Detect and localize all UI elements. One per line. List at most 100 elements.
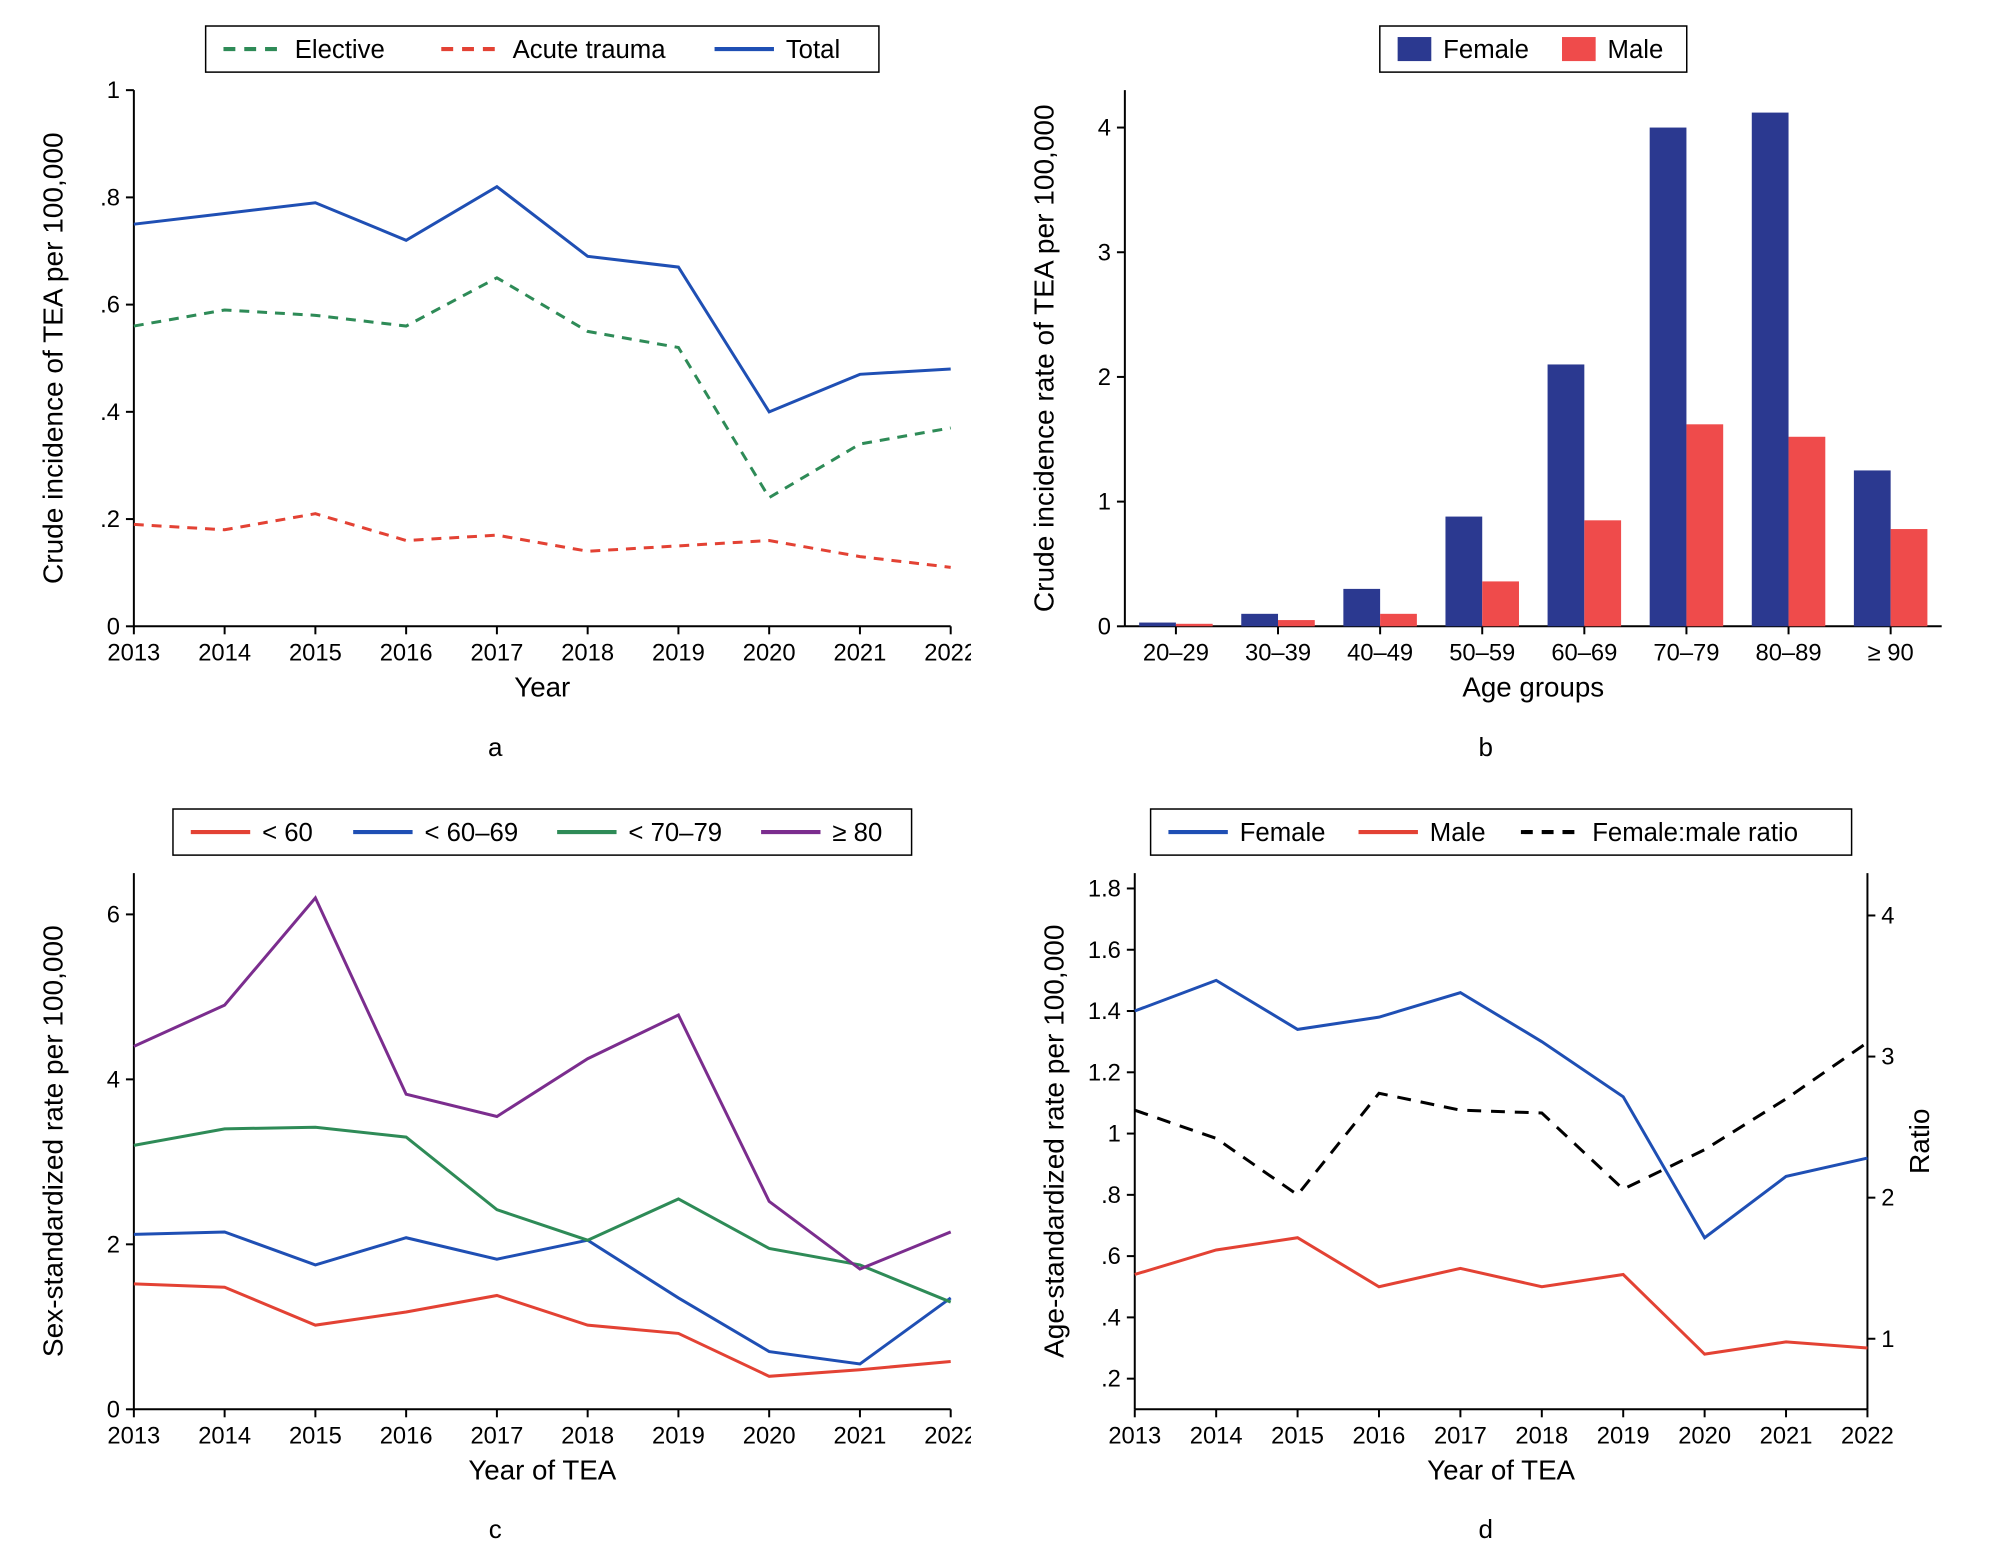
svg-text:2013: 2013 xyxy=(1108,1422,1161,1449)
svg-text:2018: 2018 xyxy=(1515,1422,1568,1449)
svg-text:.2: .2 xyxy=(100,506,120,533)
svg-text:2017: 2017 xyxy=(1433,1422,1486,1449)
panel-c: < 60 < 60–69 < 70–79 ≥ 80 0 2 4 6 Sex-standardiz… xyxy=(20,803,971,1546)
svg-text:2016: 2016 xyxy=(1352,1422,1405,1449)
panel-a: Elective Acute trauma Total 0 .2 .4 .6 .8 1 Crude… xyxy=(20,20,971,763)
svg-text:Elective: Elective xyxy=(295,36,385,64)
panel-a-chart: Elective Acute trauma Total 0 .2 .4 .6 .8 1 Crude… xyxy=(20,20,971,722)
svg-text:Ratio: Ratio xyxy=(1903,1108,1934,1173)
svg-text:Male: Male xyxy=(1429,818,1485,846)
svg-text:0: 0 xyxy=(107,613,120,640)
svg-text:.8: .8 xyxy=(1101,1181,1121,1208)
svg-text:Male: Male xyxy=(1607,36,1663,64)
svg-text:20–29: 20–29 xyxy=(1142,639,1208,666)
svg-text:1.6: 1.6 xyxy=(1087,936,1120,963)
panel-b-sublabel: b xyxy=(1011,722,1962,763)
svg-text:2021: 2021 xyxy=(834,639,887,666)
svg-text:4: 4 xyxy=(1881,902,1894,929)
svg-text:0: 0 xyxy=(107,1396,120,1423)
svg-text:.8: .8 xyxy=(100,184,120,211)
svg-text:2022: 2022 xyxy=(924,639,970,666)
svg-text:6: 6 xyxy=(107,901,120,928)
svg-text:2015: 2015 xyxy=(1271,1422,1324,1449)
svg-text:Acute trauma: Acute trauma xyxy=(513,36,667,64)
svg-text:.6: .6 xyxy=(1101,1243,1121,1270)
svg-text:1.2: 1.2 xyxy=(1087,1059,1120,1086)
svg-text:40–49: 40–49 xyxy=(1347,639,1413,666)
svg-text:2020: 2020 xyxy=(743,1422,796,1449)
svg-text:Age-standardized rate per 100,: Age-standardized rate per 100,000 xyxy=(1038,924,1069,1357)
svg-text:30–39: 30–39 xyxy=(1245,639,1311,666)
figure-grid: Elective Acute trauma Total 0 .2 .4 .6 .8 1 Crude… xyxy=(0,0,1991,1565)
svg-text:2019: 2019 xyxy=(652,1422,705,1449)
svg-text:2020: 2020 xyxy=(1678,1422,1731,1449)
svg-text:2016: 2016 xyxy=(380,639,433,666)
svg-text:50–59: 50–59 xyxy=(1449,639,1515,666)
panel-d-sublabel: d xyxy=(1011,1504,1962,1545)
svg-text:Crude incidence rate of TEA pe: Crude incidence rate of TEA per 100,000 xyxy=(1028,104,1059,612)
svg-text:≥ 90: ≥ 90 xyxy=(1867,639,1913,666)
svg-text:< 60: < 60 xyxy=(262,818,313,846)
svg-text:2: 2 xyxy=(1881,1184,1894,1211)
svg-text:4: 4 xyxy=(107,1066,120,1093)
svg-text:2017: 2017 xyxy=(470,1422,523,1449)
svg-text:2018: 2018 xyxy=(561,639,614,666)
panel-b-chart: Female Male 0 1 2 3 4 Crude incidence rate of T… xyxy=(1011,20,1962,722)
svg-text:2014: 2014 xyxy=(198,1422,251,1449)
svg-text:Female: Female xyxy=(1443,36,1529,64)
svg-text:80–89: 80–89 xyxy=(1755,639,1821,666)
svg-text:2015: 2015 xyxy=(289,639,342,666)
svg-text:70–79: 70–79 xyxy=(1653,639,1719,666)
svg-text:1.4: 1.4 xyxy=(1087,997,1120,1024)
svg-text:< 70–79: < 70–79 xyxy=(628,818,722,846)
svg-text:3: 3 xyxy=(1881,1043,1894,1070)
svg-text:1: 1 xyxy=(1097,489,1110,516)
panel-b: Female Male 0 1 2 3 4 Crude incidence rate of T… xyxy=(1011,20,1962,763)
svg-text:1: 1 xyxy=(1881,1325,1894,1352)
svg-text:Year of TEA: Year of TEA xyxy=(1427,1454,1575,1485)
svg-text:2014: 2014 xyxy=(1189,1422,1242,1449)
svg-text:2021: 2021 xyxy=(1759,1422,1812,1449)
svg-text:≥ 80: ≥ 80 xyxy=(832,818,882,846)
svg-text:2013: 2013 xyxy=(107,639,160,666)
svg-text:.4: .4 xyxy=(100,399,120,426)
svg-text:1.8: 1.8 xyxy=(1087,875,1120,902)
svg-text:2014: 2014 xyxy=(198,639,251,666)
svg-text:.4: .4 xyxy=(1101,1304,1121,1331)
svg-text:60–69: 60–69 xyxy=(1551,639,1617,666)
svg-text:2016: 2016 xyxy=(380,1422,433,1449)
panel-d-chart: Female Male Female:male ratio .2 .4 .6 .8 1 1.2 1… xyxy=(1011,803,1962,1505)
svg-text:0: 0 xyxy=(1097,613,1110,640)
svg-text:Year of TEA: Year of TEA xyxy=(468,1454,616,1485)
svg-text:2017: 2017 xyxy=(470,639,523,666)
svg-text:2013: 2013 xyxy=(107,1422,160,1449)
svg-text:Female: Female xyxy=(1239,818,1325,846)
svg-text:2018: 2018 xyxy=(561,1422,614,1449)
svg-text:.6: .6 xyxy=(100,291,120,318)
panel-c-sublabel: c xyxy=(20,1504,971,1545)
svg-text:Female:male ratio: Female:male ratio xyxy=(1592,818,1798,846)
panel-c-chart: < 60 < 60–69 < 70–79 ≥ 80 0 2 4 6 Sex-standardiz… xyxy=(20,803,971,1505)
svg-text:2019: 2019 xyxy=(652,639,705,666)
svg-text:2015: 2015 xyxy=(289,1422,342,1449)
svg-text:Year: Year xyxy=(514,671,570,702)
svg-text:Sex-standardized rate per 100,: Sex-standardized rate per 100,000 xyxy=(38,925,69,1357)
svg-text:.2: .2 xyxy=(1101,1365,1121,1392)
svg-text:2: 2 xyxy=(1097,364,1110,391)
svg-text:2022: 2022 xyxy=(924,1422,970,1449)
svg-text:3: 3 xyxy=(1097,239,1110,266)
svg-text:Crude incidence of TEA per 100: Crude incidence of TEA per 100,000 xyxy=(38,132,69,584)
svg-text:Age groups: Age groups xyxy=(1462,671,1604,702)
panel-a-sublabel: a xyxy=(20,722,971,763)
svg-text:2: 2 xyxy=(107,1231,120,1258)
svg-text:2021: 2021 xyxy=(834,1422,887,1449)
svg-text:1: 1 xyxy=(107,77,120,104)
svg-text:< 60–69: < 60–69 xyxy=(424,818,518,846)
svg-text:2020: 2020 xyxy=(743,639,796,666)
svg-text:2019: 2019 xyxy=(1596,1422,1649,1449)
svg-text:1: 1 xyxy=(1107,1120,1120,1147)
svg-text:4: 4 xyxy=(1097,114,1110,141)
panel-d: Female Male Female:male ratio .2 .4 .6 .8 1 1.2 1… xyxy=(1011,803,1962,1546)
svg-text:Total: Total xyxy=(786,36,840,64)
svg-text:2022: 2022 xyxy=(1841,1422,1894,1449)
